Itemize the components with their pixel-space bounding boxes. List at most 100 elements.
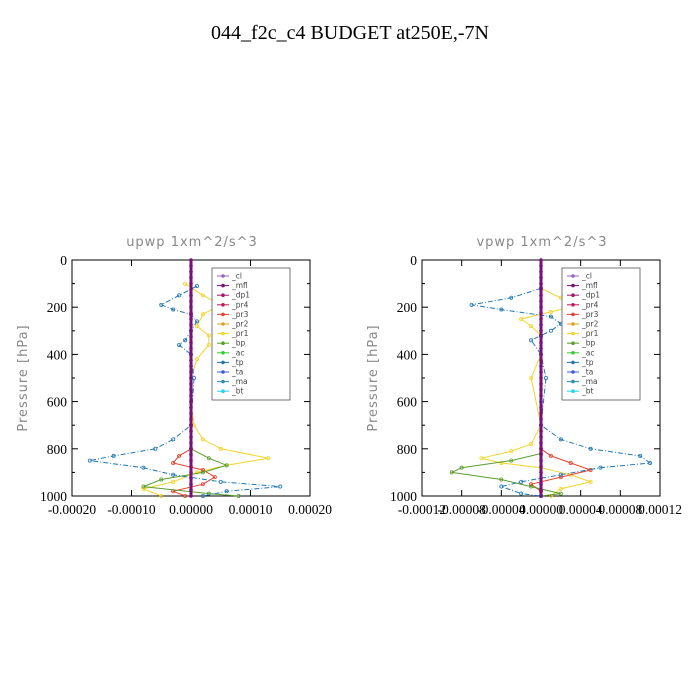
mfl-marker [189, 275, 193, 280]
data-point [183, 281, 188, 286]
data-point [200, 470, 205, 475]
data-point [548, 309, 553, 314]
data-point [266, 456, 271, 461]
legend-label: _tp [581, 358, 594, 367]
legend-marker [221, 274, 225, 278]
data-point [548, 453, 553, 458]
legend-marker [221, 360, 225, 365]
data-point [224, 463, 229, 468]
mfl-marker [189, 281, 193, 286]
data-point [200, 437, 205, 442]
legend-marker [221, 370, 225, 374]
mfl-marker [539, 405, 543, 410]
legend-label: _ac [231, 348, 244, 357]
data-point [171, 460, 176, 465]
mfl-marker [189, 482, 193, 487]
data-point [558, 475, 563, 480]
data-point [509, 458, 514, 463]
y-tick-label: 0 [60, 253, 67, 268]
x-tick-label: -0.00012 [398, 502, 446, 517]
legend-marker [571, 274, 575, 278]
data-point [449, 470, 454, 475]
mfl-marker [189, 264, 193, 268]
mfl-marker [539, 382, 543, 386]
legend-label: _ma [581, 377, 598, 386]
legend-marker [571, 341, 575, 346]
data-point [183, 493, 188, 498]
legend-label: _pr2 [231, 320, 249, 329]
x-tick-label: -0.00008 [437, 502, 486, 517]
legend: _cl_mfl_dp1_pr4_pr3_pr2_pr1_bp_ac_tp_ta_… [211, 267, 291, 401]
mfl-marker [189, 458, 193, 463]
data-point [469, 302, 474, 307]
data-point [548, 314, 553, 319]
data-point [177, 293, 182, 298]
mfl-marker [539, 311, 543, 315]
legend-marker [221, 351, 225, 355]
mfl-marker [539, 281, 543, 286]
legend: _cl_mfl_dp1_pr4_pr3_pr2_pr1_bp_ac_tp_ta_… [561, 267, 641, 401]
y-tick-label: 200 [47, 300, 68, 315]
legend-marker [571, 370, 575, 374]
data-point [499, 460, 504, 465]
mfl-marker [189, 417, 193, 422]
legend-marker [221, 312, 225, 317]
data-point [529, 324, 534, 329]
mfl-marker [539, 476, 543, 481]
legend-marker [571, 322, 575, 326]
data-point [529, 338, 534, 343]
legend-marker [221, 341, 225, 346]
data-point [206, 342, 211, 347]
data-point [499, 484, 504, 489]
data-point [171, 307, 176, 312]
mfl-marker [539, 464, 543, 469]
legend-label: _pr3 [581, 310, 599, 319]
mfl-marker [189, 305, 193, 310]
x-tick-label: 0.00000 [519, 502, 563, 517]
legend-marker [221, 379, 225, 384]
mfl-marker [539, 399, 543, 404]
mfl-marker [539, 287, 543, 292]
data-point [558, 486, 563, 491]
legend-label: _pr3 [231, 310, 249, 319]
mfl-marker [189, 382, 193, 386]
mfl-marker [539, 358, 543, 363]
legend-marker [571, 331, 575, 336]
legend-label: _pr2 [581, 320, 599, 329]
data-point [194, 470, 199, 475]
x-tick-label: -0.00010 [107, 502, 156, 517]
mfl-marker [189, 447, 193, 451]
data-point [183, 338, 188, 343]
legend-label: _ac [581, 348, 594, 357]
data-point [177, 342, 182, 347]
data-point [499, 477, 504, 482]
y-tick-label: 1000 [40, 489, 67, 504]
mfl-marker [539, 482, 543, 487]
mfl-marker [189, 452, 193, 457]
data-point [87, 458, 92, 463]
legend-label: _pr1 [231, 329, 249, 338]
legend-marker [221, 293, 225, 298]
mfl-marker [189, 441, 193, 445]
data-point [218, 446, 223, 451]
mfl-marker [539, 346, 543, 351]
data-point [548, 328, 553, 333]
legend-marker [221, 389, 225, 394]
data-point [529, 482, 534, 487]
data-point [177, 453, 182, 458]
mfl-marker [539, 458, 543, 463]
data-point [218, 479, 223, 484]
mfl-marker [189, 334, 193, 339]
mfl-marker [189, 317, 193, 321]
data-point [519, 491, 524, 496]
y-tick-label: 600 [397, 395, 418, 410]
mfl-marker [539, 452, 543, 457]
legend-label: _cl [231, 272, 242, 281]
data-point [459, 465, 464, 470]
x-tick-label: 0.00004 [559, 502, 603, 517]
mfl-marker [539, 423, 543, 428]
mfl-marker [189, 411, 193, 416]
data-point [212, 475, 217, 480]
mfl-marker [539, 340, 543, 345]
data-point [141, 465, 146, 470]
